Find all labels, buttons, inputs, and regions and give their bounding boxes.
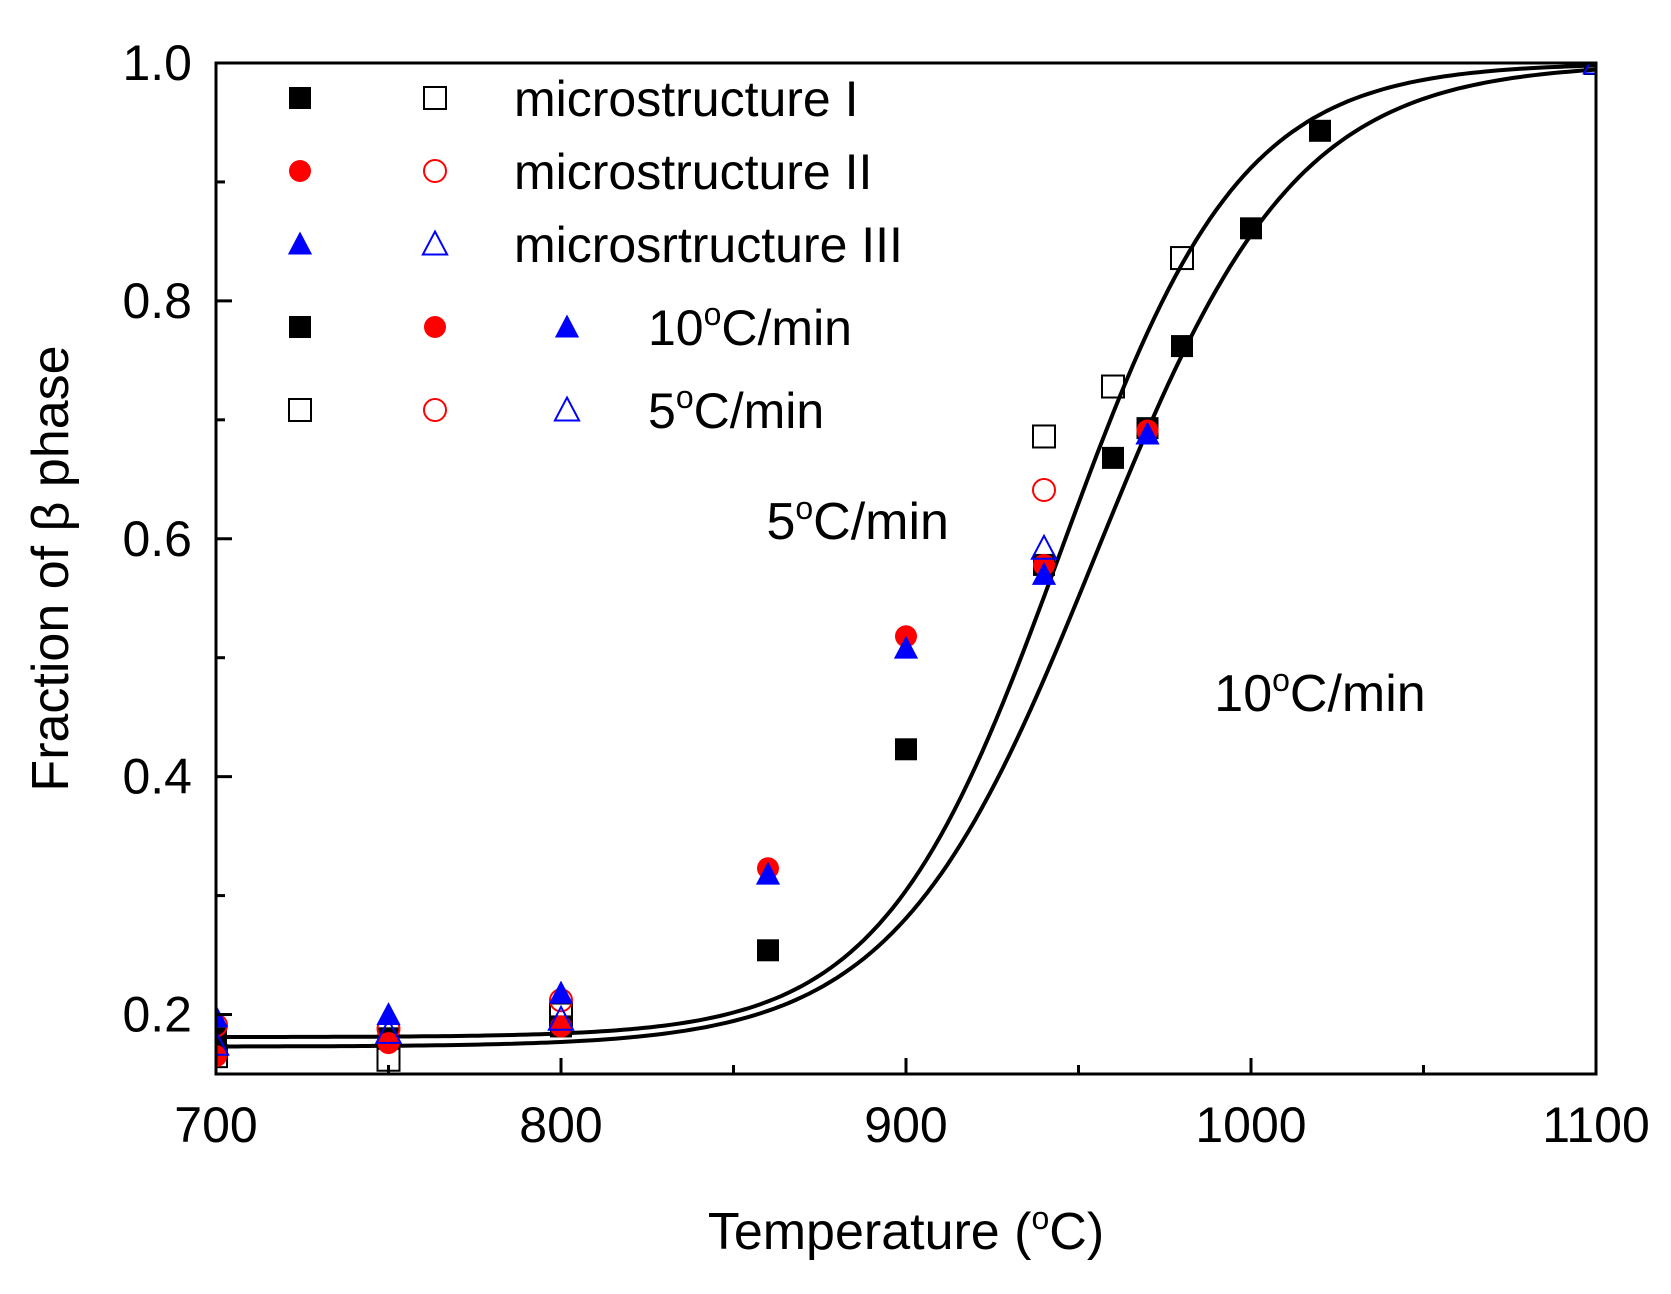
data-point — [1101, 374, 1125, 399]
fit-curve — [216, 67, 1596, 1049]
data-point — [1102, 446, 1124, 469]
data-points — [216, 63, 1596, 1072]
y-tick-label: 0.8 — [122, 273, 192, 329]
x-tick-label: 800 — [519, 1097, 602, 1153]
legend-label: 10oC/min — [648, 296, 852, 356]
legend-marker — [287, 231, 313, 255]
y-axis-title: Fraction of β phase — [22, 345, 80, 791]
x-tick-label: 900 — [864, 1097, 947, 1153]
series-triangle-blue-open — [216, 63, 1596, 1056]
data-point — [548, 980, 574, 1004]
x-tick-label: 1100 — [1542, 1097, 1650, 1153]
x-axis-title-text: Temperature ( — [708, 1203, 1032, 1261]
annotations: 5oC/min 10oC/min — [766, 490, 1425, 723]
data-point — [547, 1004, 575, 1031]
x-tick-label: 1000 — [1195, 1097, 1306, 1153]
x-axis-title-sup: o — [1032, 1200, 1050, 1236]
legend-marker — [424, 316, 446, 338]
legend-marker — [289, 160, 311, 182]
legend-marker — [289, 87, 311, 109]
y-tick-label: 1.0 — [122, 35, 192, 91]
data-point — [1240, 217, 1262, 240]
axis-ticks: 700 800 900 1000 1100 0.2 0.4 0.6 0.8 1.0 — [122, 35, 1649, 1153]
x-tick-label: 700 — [174, 1097, 257, 1153]
legend-marker — [288, 398, 312, 422]
data-point — [216, 1029, 230, 1056]
curve-annotation: 5oC/min — [766, 490, 949, 551]
legend-label: 5oC/min — [648, 379, 824, 439]
y-tick-label: 0.2 — [122, 987, 192, 1043]
data-point — [1032, 424, 1056, 449]
data-point — [376, 1002, 401, 1025]
legend-marker — [554, 314, 580, 338]
legend-label: microstructure I — [514, 71, 859, 127]
series-circle-red-open — [216, 477, 1056, 1041]
series-triangle-blue-filled — [216, 421, 1160, 1028]
fit-curves — [216, 63, 1596, 1049]
data-point — [1309, 119, 1331, 142]
legend: microstructure I microstructure II microsr… — [287, 71, 903, 439]
data-point — [1032, 477, 1056, 502]
x-axis-title: Temperature (oC) — [708, 1200, 1104, 1261]
data-point — [374, 1017, 403, 1044]
y-tick-label: 0.4 — [122, 749, 192, 805]
legend-marker — [421, 229, 449, 256]
data-point — [1170, 246, 1194, 271]
data-point — [893, 635, 919, 659]
data-point — [755, 861, 781, 885]
data-point — [1135, 421, 1160, 445]
x-axis-title-suffix: C) — [1049, 1203, 1104, 1261]
legend-marker — [423, 86, 447, 110]
plot-frame — [214, 61, 1598, 1076]
data-point — [757, 939, 779, 962]
legend-label: microstructure II — [514, 144, 872, 200]
legend-marker — [553, 395, 581, 422]
curve-annotation: 10oC/min — [1214, 662, 1425, 723]
data-point — [1030, 533, 1058, 560]
legend-marker — [423, 398, 447, 422]
data-point — [550, 1015, 572, 1038]
fit-curve — [216, 63, 1596, 1039]
data-point — [216, 1027, 227, 1050]
legend-marker — [423, 159, 447, 183]
data-point — [1171, 335, 1193, 358]
data-point — [216, 1045, 227, 1068]
legend-label: microsrtructure III — [514, 217, 903, 273]
legend-marker — [289, 316, 311, 338]
data-point — [1031, 561, 1057, 585]
data-point — [216, 1013, 228, 1038]
data-point — [895, 738, 917, 761]
y-tick-label: 0.6 — [122, 511, 192, 567]
